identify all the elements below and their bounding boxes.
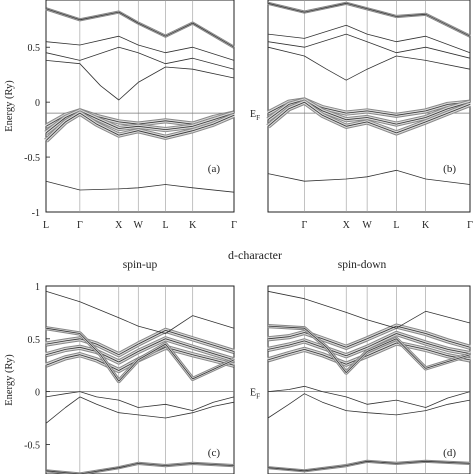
x-tick-label: W (134, 220, 144, 231)
band-line (267, 169, 471, 185)
band-d-character-halo (45, 7, 235, 49)
panel-label: (a) (208, 163, 221, 175)
figure-middle-title: d-character (228, 248, 282, 262)
band-line (45, 391, 235, 412)
x-tick-label: K (189, 220, 197, 231)
band-line (267, 24, 471, 54)
band-line (45, 8, 235, 48)
spin-down-label: spin-down (338, 259, 387, 271)
band-line (45, 327, 235, 382)
band-line (267, 2, 471, 37)
y-tick-label: 0.5 (28, 335, 41, 346)
band-line (45, 338, 235, 363)
band-line (45, 110, 235, 134)
panel-frame (267, 285, 471, 474)
band-line (45, 180, 235, 193)
panel-c: 1 0.5 0 -0.5 Energy (Ry) (c) (4, 282, 235, 474)
y-tick-label: 1 (35, 282, 40, 293)
band-line (267, 290, 471, 329)
band-d-character-fill (45, 8, 235, 48)
y-axis-label: Energy (Ry) (4, 80, 15, 132)
y-tick-label: -1 (32, 208, 40, 219)
x-tick-label: L (43, 220, 49, 231)
band-line (45, 46, 235, 70)
x-tick-label: L (393, 220, 399, 231)
panel-frame (45, 285, 235, 474)
band-line (45, 462, 235, 474)
band-line (45, 290, 235, 334)
panel-frame (45, 0, 235, 213)
fermi-label: EF (250, 388, 260, 401)
y-tick-label: -0.5 (24, 440, 40, 451)
band-line (267, 333, 471, 357)
x-tick-label: Γ (231, 220, 237, 231)
panel-b: Γ X W L K Γ EF (b) (250, 0, 473, 231)
band-line (267, 460, 471, 472)
spin-up-label: spin-up (123, 259, 158, 271)
band-line (45, 396, 235, 424)
band-line (45, 112, 235, 141)
band-d-character-halo (45, 461, 235, 474)
band-line (45, 35, 235, 61)
panel-a: 0.5 0 -0.5 -1 Energy (Ry) L Γ X W L K Γ (a) (4, 0, 237, 231)
band-line (267, 325, 471, 374)
x-tick-label: Γ (467, 220, 473, 231)
panel-label: (b) (443, 163, 456, 175)
band-line (45, 60, 235, 101)
panel-d: EF (d) (250, 285, 471, 474)
fermi-label: EF (250, 109, 260, 122)
band-line (267, 385, 471, 408)
band-d-character-halo (267, 459, 471, 473)
y-tick-label: 0.5 (28, 43, 41, 54)
x-tick-label: W (362, 220, 372, 231)
band-d-character-halo (267, 1, 471, 38)
panel-label: (c) (208, 447, 221, 459)
x-tick-label: K (422, 220, 430, 231)
y-axis-label: Energy (Ry) (4, 354, 15, 406)
band-line (267, 101, 471, 134)
band-line (45, 329, 235, 356)
band-line (267, 325, 471, 348)
x-tick-label: X (115, 220, 123, 231)
band-line (267, 46, 471, 81)
x-tick-label: L (162, 220, 168, 231)
band-line (45, 346, 235, 371)
x-tick-label: Γ (301, 220, 307, 231)
band-line (267, 33, 471, 59)
y-tick-label: 0 (35, 388, 40, 399)
x-tick-label: X (343, 220, 351, 231)
band-line (267, 393, 471, 419)
y-tick-label: -0.5 (24, 153, 40, 164)
panel-label: (d) (443, 447, 456, 459)
y-tick-label: 0 (35, 98, 40, 109)
band-line (267, 99, 471, 125)
x-tick-label: Γ (77, 220, 83, 231)
